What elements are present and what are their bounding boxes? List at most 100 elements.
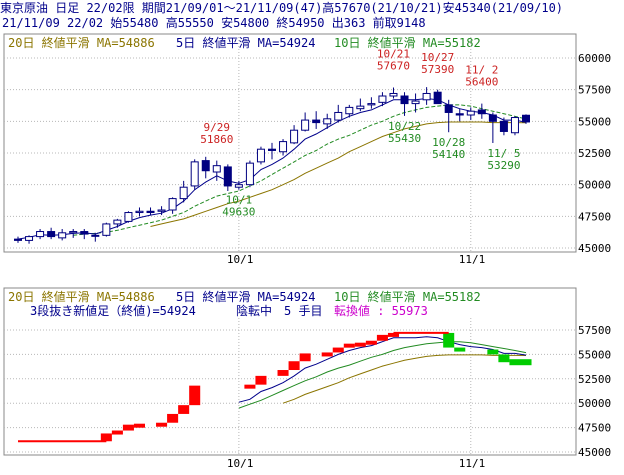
upper-x-tick-label: 11/1: [459, 253, 486, 266]
candle-body: [522, 114, 530, 123]
legend-ma10: 10日 終値平滑 MA=55182: [334, 35, 481, 50]
candle-body: [14, 238, 22, 241]
upper-y-tick-label: 55000: [578, 115, 611, 128]
ma10-line: [73, 104, 527, 236]
annotation-price: 54140: [432, 148, 465, 161]
line-break-reversal: 転換値 : 55973: [334, 303, 428, 318]
header-period-line: 東京原油 日足 22/02限 期間21/09/01～21/11/09(47)高5…: [0, 1, 564, 15]
candle-body: [146, 210, 155, 214]
upper-y-tick-label: 57500: [578, 84, 611, 97]
header-ohlc-line: 21/11/09 22/02 始55480 高55550 安54800 終549…: [2, 16, 426, 30]
candle-body: [356, 105, 365, 110]
annotation-price: 56400: [465, 76, 498, 89]
upper-y-tick-label: 52500: [578, 147, 611, 160]
candle-body: [135, 210, 144, 214]
candle-body: [113, 219, 122, 225]
annotation-date: 10/21: [377, 48, 410, 61]
candle-body: [499, 120, 508, 132]
candle-body: [234, 184, 243, 188]
legend-ma20: 20日 終値平滑 MA=54886: [8, 35, 155, 50]
upper-y-tick-label: 60000: [578, 52, 611, 65]
annotation-price: 55430: [388, 132, 421, 145]
candle-body: [212, 165, 221, 173]
candle-body: [201, 160, 210, 172]
candle-body: [345, 106, 354, 115]
line-break-brick: [178, 405, 190, 414]
line-break-brick: [443, 332, 455, 348]
candle-body: [256, 148, 265, 163]
candle-body: [69, 231, 78, 234]
line-break-brick: [255, 375, 267, 385]
lower-ma20-line: [282, 354, 527, 404]
lower-ma5-line: [238, 336, 527, 403]
lower-legend-ma20: 20日 終値平滑 MA=54886: [8, 289, 155, 304]
candle-body: [323, 118, 332, 125]
annotation-date: 10/28: [432, 136, 465, 149]
candle-body: [367, 103, 376, 106]
line-break-brick: [498, 354, 510, 363]
lower-ma10-line: [238, 341, 527, 409]
line-break-brick: [111, 430, 123, 435]
candle-body: [268, 148, 276, 151]
candle-body: [245, 162, 254, 186]
line-break-brick: [376, 334, 388, 341]
lower-plot-layer: 45000 47500 50000 52500 55000 57500 10/1 11/1: [4, 318, 611, 470]
line-break-brick: [167, 413, 179, 423]
annotation-price: 57390: [421, 63, 454, 76]
line-break-brick: [365, 340, 377, 345]
annotation-date: 10/27: [421, 51, 454, 64]
candle-body: [80, 231, 89, 235]
annotation-date: 10/22: [388, 120, 421, 133]
upper-y-tick-label: 50000: [578, 179, 611, 192]
annotation-price: 53290: [487, 159, 520, 172]
annotation-price: 51860: [200, 133, 233, 146]
lower-y-tick-label: 45000: [578, 446, 611, 459]
line-break-brick: [156, 422, 168, 427]
annotation-price: 49630: [222, 205, 255, 218]
candle-body: [422, 92, 431, 101]
lower-x-tick-label: 10/1: [227, 457, 254, 470]
line-break-brick: [277, 370, 289, 376]
candle-body: [36, 231, 45, 238]
annotation-price: 57670: [377, 60, 410, 73]
annotation-date: 9/29: [204, 121, 231, 134]
line-break-brick: [100, 433, 112, 442]
line-break-brick: [321, 352, 333, 357]
candle-body: [279, 141, 288, 153]
lower-y-tick-label: 57500: [578, 324, 611, 337]
upper-panel-frame: [3, 33, 577, 253]
lower-legend-ma5: 5日 終値平滑 MA=54924: [176, 289, 315, 304]
candle-body: [223, 166, 232, 187]
line-break-brick: [387, 332, 399, 337]
line-break-value: 3段抜き新値足（終値)=54924: [30, 303, 196, 318]
annotation-date: 11/ 2: [465, 64, 498, 77]
line-break-brick: [332, 347, 344, 353]
upper-plot-layer: 45000 47500 50000 52500 55000 57500 60000 10/1 1…: [4, 34, 611, 266]
line-break-brick: [343, 343, 355, 348]
candle-body: [477, 109, 486, 115]
candle-body: [444, 104, 453, 113]
lower-y-tick-label: 55000: [578, 348, 611, 361]
candle-body: [411, 100, 420, 105]
upper-y-tick-label: 47500: [578, 210, 611, 223]
candle-body: [91, 234, 100, 237]
line-break-tail: [509, 359, 532, 366]
lower-panel-frame: [3, 287, 577, 456]
candle-body: [389, 92, 398, 97]
upper-y-tick-label: 45000: [578, 242, 611, 255]
candle-body: [168, 198, 177, 211]
line-break-count: 5 手目: [284, 304, 322, 318]
candle-body: [290, 129, 299, 144]
candle-body: [301, 119, 310, 131]
candle-body: [179, 186, 188, 200]
candle-body: [466, 110, 475, 116]
candle-body: [58, 232, 67, 239]
lower-y-tick-label: 50000: [578, 397, 611, 410]
candle-body: [190, 161, 199, 187]
candle-body: [312, 119, 321, 124]
lower-x-tick-label: 11/1: [459, 457, 486, 470]
line-break-brick: [354, 342, 366, 347]
ma5-line: [17, 97, 527, 240]
candle-body: [455, 113, 464, 116]
